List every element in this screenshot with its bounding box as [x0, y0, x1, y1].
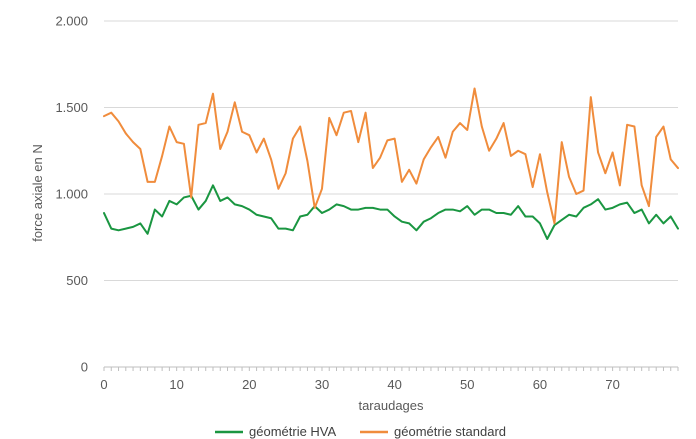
series-lines — [103, 87, 679, 240]
gridlines — [104, 20, 678, 281]
legend-label-standard: géométrie standard — [394, 424, 506, 439]
y-tick-label: 2.000 — [55, 14, 88, 29]
x-tick-label: 60 — [533, 377, 547, 392]
series-line-hva — [103, 184, 679, 240]
legend-label-hva: géométrie HVA — [249, 424, 337, 439]
x-tick-label: 10 — [169, 377, 183, 392]
series-line-standard — [103, 87, 679, 225]
y-tick-label: 500 — [66, 273, 88, 288]
y-tick-labels: 0 500 1.000 1.500 2.000 — [55, 14, 88, 375]
legend: géométrie HVA géométrie standard — [215, 424, 506, 439]
y-tick-label: 0 — [81, 360, 88, 375]
x-tick-labels: 0 10 20 30 40 50 60 70 — [100, 377, 619, 392]
axes — [103, 366, 679, 371]
x-tick-label: 0 — [100, 377, 107, 392]
x-tick-label: 20 — [242, 377, 256, 392]
x-tick-label: 50 — [460, 377, 474, 392]
x-tick-label: 40 — [387, 377, 401, 392]
x-axis-title: taraudages — [358, 398, 424, 413]
y-axis-title: force axiale en N — [30, 144, 45, 242]
y-tick-label: 1.000 — [55, 187, 88, 202]
y-tick-label: 1.500 — [55, 100, 88, 115]
x-tick-label: 30 — [315, 377, 329, 392]
x-tick-label: 70 — [605, 377, 619, 392]
